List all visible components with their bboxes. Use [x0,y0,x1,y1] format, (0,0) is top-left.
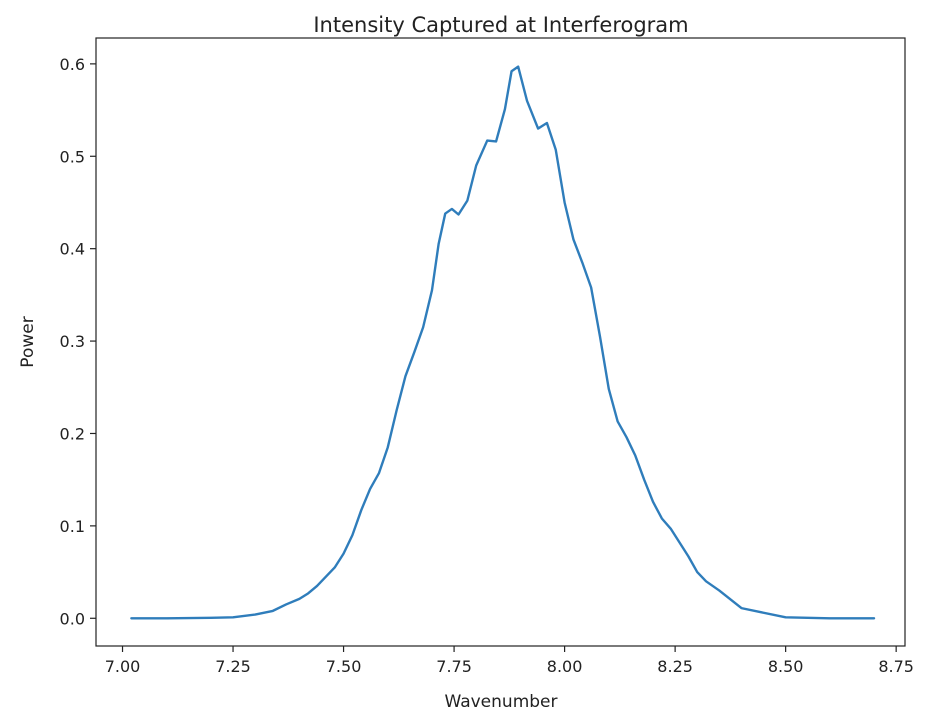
x-tick-label: 8.50 [768,657,804,676]
chart-title: Intensity Captured at Interferogram [313,13,688,37]
y-tick-label: 0.0 [60,609,85,628]
x-axis-label: Wavenumber [444,692,557,712]
x-tick-label: 8.25 [657,657,693,676]
y-tick-label: 0.1 [60,517,85,536]
x-axis: 7.00 7.25 7.50 7.75 8.00 8.25 8.50 8.75 [105,646,914,676]
y-tick-label: 0.2 [60,424,85,443]
y-axis-label: Power [18,316,38,367]
x-tick-label: 7.25 [215,657,251,676]
y-tick-label: 0.3 [60,332,85,351]
x-tick-label: 7.00 [105,657,141,676]
x-tick-label: 7.75 [436,657,472,676]
series-line [130,65,876,620]
x-tick-label: 8.75 [878,657,914,676]
y-tick-label: 0.6 [60,55,85,74]
x-tick-label: 7.50 [326,657,362,676]
y-tick-label: 0.5 [60,147,85,166]
y-axis: 0.0 0.1 0.2 0.3 0.4 0.5 0.6 [60,55,96,628]
plot-frame [95,37,906,647]
x-tick-label: 8.00 [547,657,583,676]
y-tick-label: 0.4 [60,240,85,259]
